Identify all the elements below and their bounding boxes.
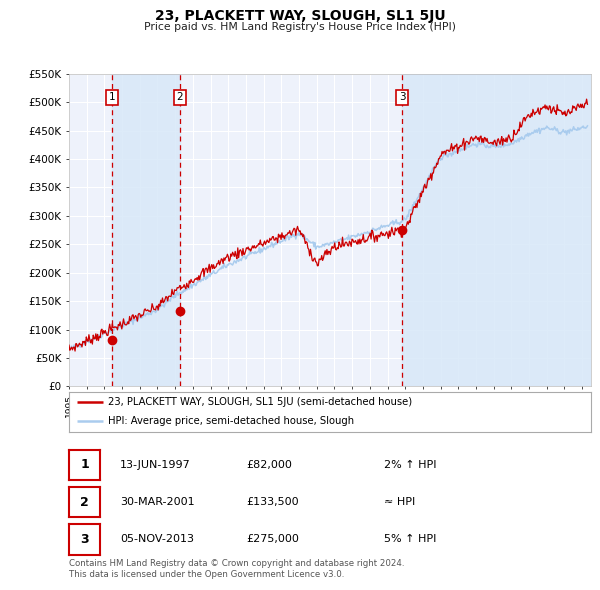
- Text: £133,500: £133,500: [246, 497, 299, 507]
- Text: £82,000: £82,000: [246, 460, 292, 470]
- Text: Price paid vs. HM Land Registry's House Price Index (HPI): Price paid vs. HM Land Registry's House …: [144, 22, 456, 32]
- Text: 05-NOV-2013: 05-NOV-2013: [120, 535, 194, 544]
- Text: ≈ HPI: ≈ HPI: [384, 497, 415, 507]
- Text: 1: 1: [109, 92, 116, 102]
- Text: Contains HM Land Registry data © Crown copyright and database right 2024.: Contains HM Land Registry data © Crown c…: [69, 559, 404, 568]
- Bar: [403, 74, 591, 386]
- Text: HPI: Average price, semi-detached house, Slough: HPI: Average price, semi-detached house,…: [108, 417, 354, 427]
- Text: 23, PLACKETT WAY, SLOUGH, SL1 5JU (semi-detached house): 23, PLACKETT WAY, SLOUGH, SL1 5JU (semi-…: [108, 397, 412, 407]
- Text: This data is licensed under the Open Government Licence v3.0.: This data is licensed under the Open Gov…: [69, 571, 344, 579]
- Text: 13-JUN-1997: 13-JUN-1997: [120, 460, 191, 470]
- Text: 2: 2: [176, 92, 183, 102]
- Text: £275,000: £275,000: [246, 535, 299, 544]
- Text: 2% ↑ HPI: 2% ↑ HPI: [384, 460, 437, 470]
- Text: 2: 2: [80, 496, 89, 509]
- Bar: [112, 74, 179, 386]
- Text: 5% ↑ HPI: 5% ↑ HPI: [384, 535, 436, 544]
- Text: 30-MAR-2001: 30-MAR-2001: [120, 497, 194, 507]
- Text: 1: 1: [80, 458, 89, 471]
- Text: 23, PLACKETT WAY, SLOUGH, SL1 5JU: 23, PLACKETT WAY, SLOUGH, SL1 5JU: [155, 9, 445, 23]
- Text: 3: 3: [80, 533, 89, 546]
- Text: 3: 3: [399, 92, 406, 102]
